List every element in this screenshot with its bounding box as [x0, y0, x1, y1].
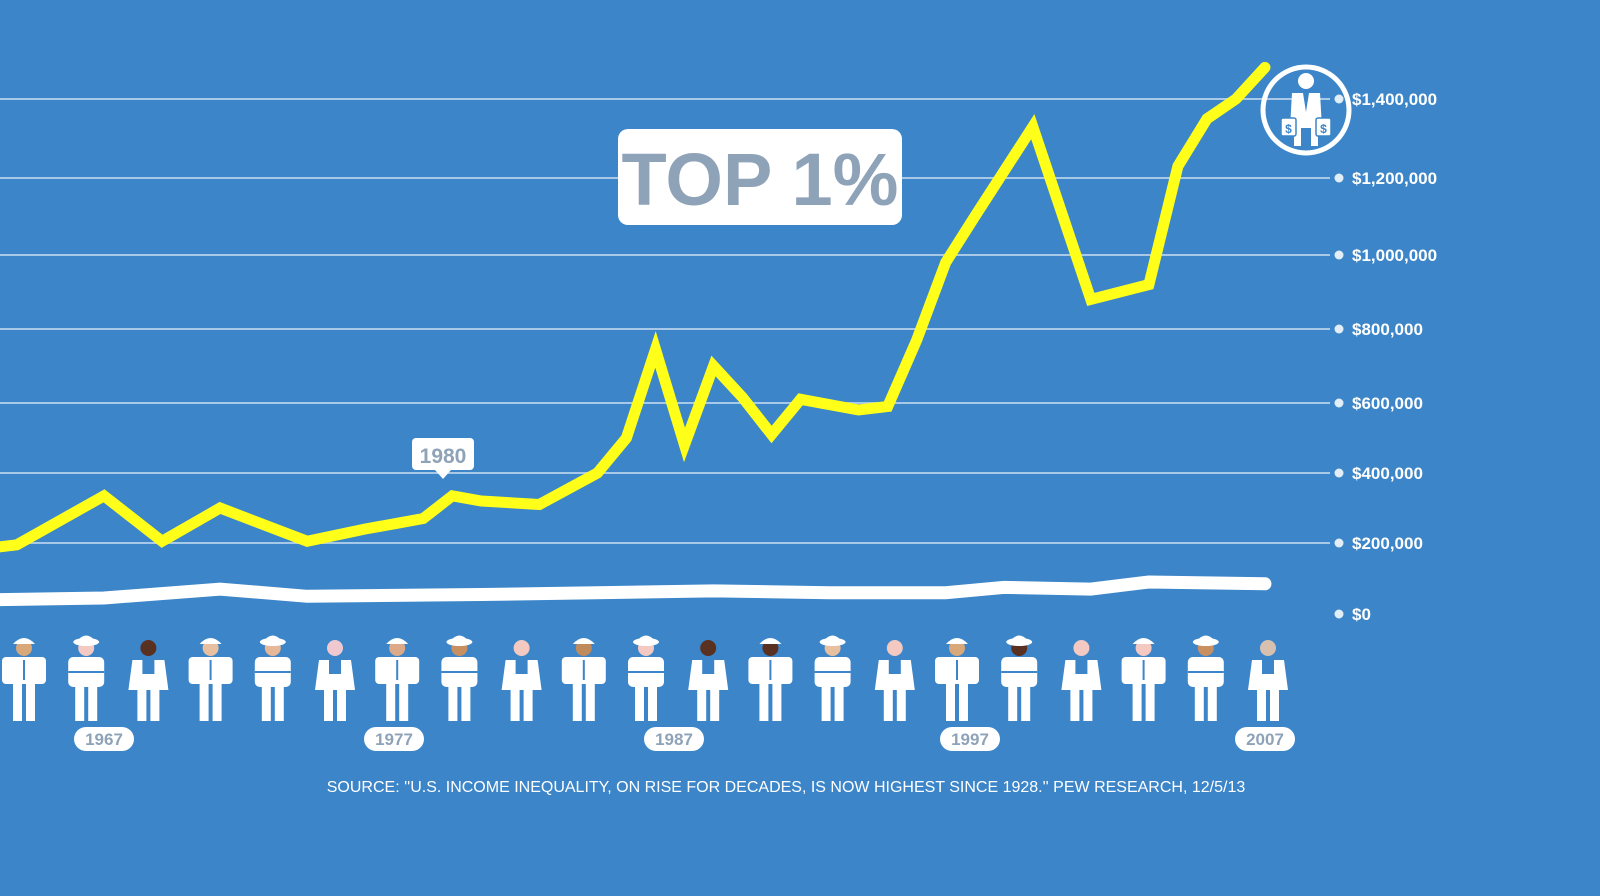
y-tick-label: $400,000 [1352, 464, 1423, 483]
person-icon [1248, 640, 1288, 721]
person-icon [628, 635, 664, 721]
person-icon [935, 638, 979, 721]
x-tick-pill [644, 727, 704, 751]
x-tick-label: 1977 [375, 730, 413, 749]
person-icon [254, 635, 291, 721]
x-tick-pill [940, 727, 1000, 751]
y-tick-label: $1,200,000 [1352, 169, 1437, 188]
x-tick-label: 1987 [655, 730, 693, 749]
y-tick-dot [1334, 250, 1344, 260]
chart-title: TOP 1% [622, 138, 899, 221]
x-tick-label: 2007 [1246, 730, 1284, 749]
series-lines [0, 61, 1272, 607]
callout-1980: 1980 [412, 438, 474, 479]
y-tick-label: $200,000 [1352, 534, 1423, 553]
y-tick-label: $800,000 [1352, 320, 1423, 339]
person-icon [874, 640, 915, 721]
y-tick-dot [1334, 324, 1344, 334]
person-icon [441, 635, 478, 721]
person-icon [68, 635, 105, 721]
person-icon [1061, 640, 1102, 721]
person-icon [2, 638, 46, 721]
person-icon [688, 640, 729, 721]
person-icon [375, 638, 420, 721]
x-tick-label: 1967 [85, 730, 123, 749]
person-icon [188, 638, 233, 721]
y-tick-dot [1334, 609, 1344, 619]
executive-icon: $ $ [1260, 64, 1352, 156]
person-icon [748, 638, 793, 721]
y-tick-dot [1334, 538, 1344, 548]
y-axis: $0 $200,000 $400,000 $600,000 $800,000 $1,000… [1334, 90, 1437, 624]
y-tick-dot [1334, 468, 1344, 478]
y-tick-label: $1,000,000 [1352, 246, 1437, 265]
y-tick-dot [1334, 173, 1344, 183]
person-icon [561, 638, 606, 721]
x-tick-pill [364, 727, 424, 751]
person-icon [1187, 635, 1224, 721]
title-box: TOP 1% [618, 129, 902, 225]
person-icon [1001, 635, 1038, 721]
person-icon [1121, 638, 1166, 721]
person-icon [814, 635, 851, 721]
y-tick-label: $1,400,000 [1352, 90, 1437, 109]
y-tick-label: $600,000 [1352, 394, 1423, 413]
people-row [2, 635, 1288, 721]
svg-text:$: $ [1285, 122, 1292, 136]
y-tick-dot [1334, 94, 1344, 104]
callout-label: 1980 [420, 445, 467, 468]
y-tick-label: $0 [1352, 605, 1371, 624]
person-icon [128, 640, 169, 721]
series-line-bottom [0, 575, 1272, 607]
y-tick-dot [1334, 398, 1344, 408]
x-tick-pill [1235, 727, 1295, 751]
series-line-top1 [0, 61, 1271, 553]
x-axis: 1967 1977 1987 1997 2007 [74, 727, 1295, 751]
x-tick-pill [74, 727, 134, 751]
x-tick-label: 1997 [951, 730, 989, 749]
person-icon [315, 640, 355, 721]
svg-text:$: $ [1320, 122, 1327, 136]
person-icon [501, 640, 542, 721]
source-note: SOURCE: ''U.S. INCOME INEQUALITY, ON RIS… [327, 779, 1246, 796]
